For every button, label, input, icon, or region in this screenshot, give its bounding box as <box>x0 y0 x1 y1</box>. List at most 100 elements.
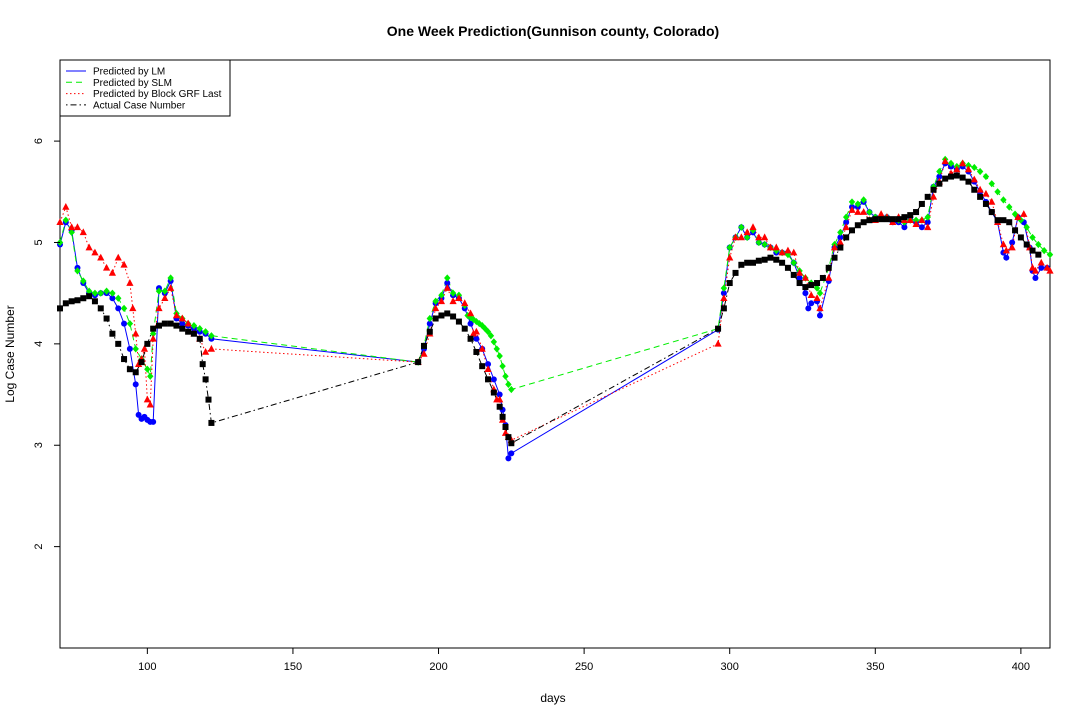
point-triangle <box>68 223 76 231</box>
point-square <box>485 376 492 383</box>
point-triangle <box>959 159 967 167</box>
point-triangle <box>91 248 99 256</box>
point-square <box>115 340 122 347</box>
point-triangle <box>149 334 157 342</box>
point-diamond <box>508 385 515 394</box>
point-square <box>790 271 797 278</box>
point-square <box>959 174 966 181</box>
x-tick-label: 400 <box>1012 661 1030 673</box>
point-square <box>438 312 445 319</box>
point-square <box>726 280 733 287</box>
point-triangle <box>1031 266 1040 274</box>
point-square <box>761 256 768 263</box>
point-square <box>138 359 145 366</box>
point-square <box>895 216 902 223</box>
point-square <box>426 328 433 335</box>
point-triangle <box>432 304 440 312</box>
point-square <box>965 178 972 185</box>
point-diamond <box>149 330 157 338</box>
point-circle <box>936 173 943 180</box>
point-circle <box>796 274 803 281</box>
point-square <box>173 322 180 329</box>
point-square <box>732 269 739 276</box>
point-triangle <box>114 253 122 261</box>
point-square <box>97 305 104 312</box>
point-triangle <box>56 218 64 226</box>
series-points <box>56 155 1054 462</box>
point-square <box>74 297 81 304</box>
point-diamond <box>860 196 867 204</box>
point-triangle <box>1002 246 1010 254</box>
point-triangle <box>172 311 181 319</box>
point-triangle <box>912 220 920 228</box>
point-square <box>415 359 422 366</box>
point-triangle <box>836 238 844 246</box>
series-lines <box>59 158 1051 461</box>
point-triangle <box>466 309 475 317</box>
point-square <box>1029 247 1036 254</box>
point-triangle <box>62 203 70 210</box>
point-triangle <box>1028 263 1037 271</box>
point-triangle <box>79 228 87 236</box>
series-line-actual-case-number <box>59 175 1039 444</box>
y-tick-label: 5 <box>33 239 45 245</box>
point-circle <box>467 320 474 327</box>
point-square <box>866 217 873 224</box>
point-diamond <box>449 289 457 297</box>
point-circle <box>126 345 133 352</box>
point-square <box>196 335 203 342</box>
point-square <box>199 361 206 368</box>
point-square <box>738 261 745 268</box>
legend-entry: Actual Case Number <box>93 100 186 111</box>
point-square <box>796 280 803 287</box>
point-diamond <box>493 345 500 353</box>
point-square <box>918 200 925 207</box>
point-square <box>205 396 212 403</box>
point-circle <box>132 381 139 388</box>
y-tick-label: 6 <box>33 138 45 144</box>
point-diamond <box>202 328 209 336</box>
point-diamond <box>813 284 821 292</box>
point-diamond <box>426 314 433 323</box>
point-square <box>854 222 861 229</box>
point-triangle <box>720 294 728 302</box>
y-tick-label: 2 <box>33 544 45 550</box>
series-line-predicted-by-slm <box>59 158 1051 391</box>
point-circle <box>837 234 844 241</box>
point-diamond <box>1006 203 1013 211</box>
point-diamond <box>115 294 122 302</box>
point-diamond <box>1023 223 1030 231</box>
point-triangle <box>85 243 93 251</box>
legend-entry: Predicted by Block GRF Last <box>93 89 222 100</box>
point-triangle <box>129 304 137 312</box>
point-square <box>819 274 826 281</box>
point-diamond <box>432 297 439 305</box>
point-triangle <box>860 208 868 215</box>
point-triangle <box>784 246 792 254</box>
point-triangle <box>941 157 949 165</box>
point-circle <box>150 418 157 425</box>
point-square <box>907 212 914 219</box>
point-diamond <box>854 200 862 208</box>
point-diamond <box>773 246 780 255</box>
point-square <box>1017 234 1024 241</box>
point-circle <box>1009 239 1016 246</box>
point-triangle <box>772 243 780 251</box>
point-circle <box>1038 264 1045 271</box>
point-circle <box>924 219 931 226</box>
point-diamond <box>936 167 943 176</box>
point-square <box>767 254 774 261</box>
point-square <box>720 305 727 312</box>
point-triangle <box>726 253 734 261</box>
point-circle <box>109 295 116 302</box>
point-square <box>942 175 949 182</box>
point-triangle <box>449 297 457 305</box>
point-diamond <box>1035 240 1042 249</box>
point-square <box>208 419 215 426</box>
point-square <box>190 330 197 337</box>
point-square <box>994 217 1001 224</box>
point-triangle <box>161 294 169 302</box>
point-square <box>843 234 850 241</box>
point-circle <box>843 219 850 226</box>
point-square <box>126 366 133 373</box>
